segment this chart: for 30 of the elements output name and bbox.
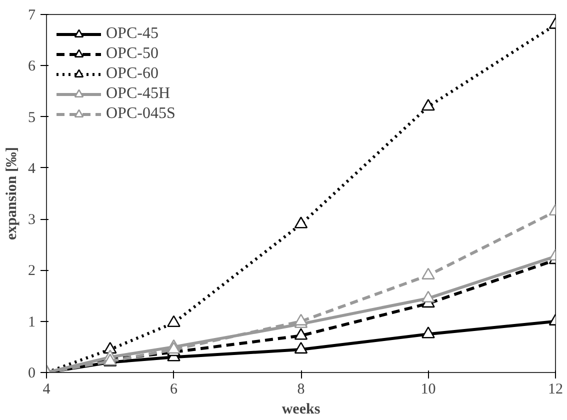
legend-label: OPC-045S (106, 105, 176, 123)
y-tick-label: 7 (28, 8, 36, 24)
point (422, 98, 435, 111)
x-tick-label: 10 (420, 382, 436, 398)
point (294, 314, 308, 326)
point (422, 268, 435, 280)
y-tick-label: 3 (28, 212, 36, 228)
legend-label: OPC-50 (106, 45, 158, 63)
legend-label: OPC-45H (106, 85, 170, 103)
x-tick-label: 4 (42, 382, 51, 398)
legend-label: OPC-60 (106, 65, 158, 83)
legend-label: OPC-45 (106, 25, 158, 43)
y-tick-label: 2 (28, 263, 36, 280)
point (422, 326, 435, 338)
x-tick-label: 8 (297, 382, 305, 398)
x-axis-title: weeks (282, 402, 320, 418)
point (167, 342, 180, 354)
y-tick-label: 4 (28, 160, 36, 177)
point (422, 290, 435, 302)
point (294, 216, 308, 228)
y-tick-label: 1 (28, 314, 36, 330)
y-tick-label: 5 (28, 110, 36, 126)
point (294, 328, 308, 340)
x-tick-label: 6 (170, 382, 178, 398)
y-tick-label: 0 (28, 366, 36, 382)
y-axis-title: expansion [‰] (4, 147, 20, 240)
y-tick-label: 6 (28, 58, 36, 75)
point (294, 342, 308, 354)
x-tick-label: 12 (548, 382, 563, 398)
point (167, 315, 180, 328)
